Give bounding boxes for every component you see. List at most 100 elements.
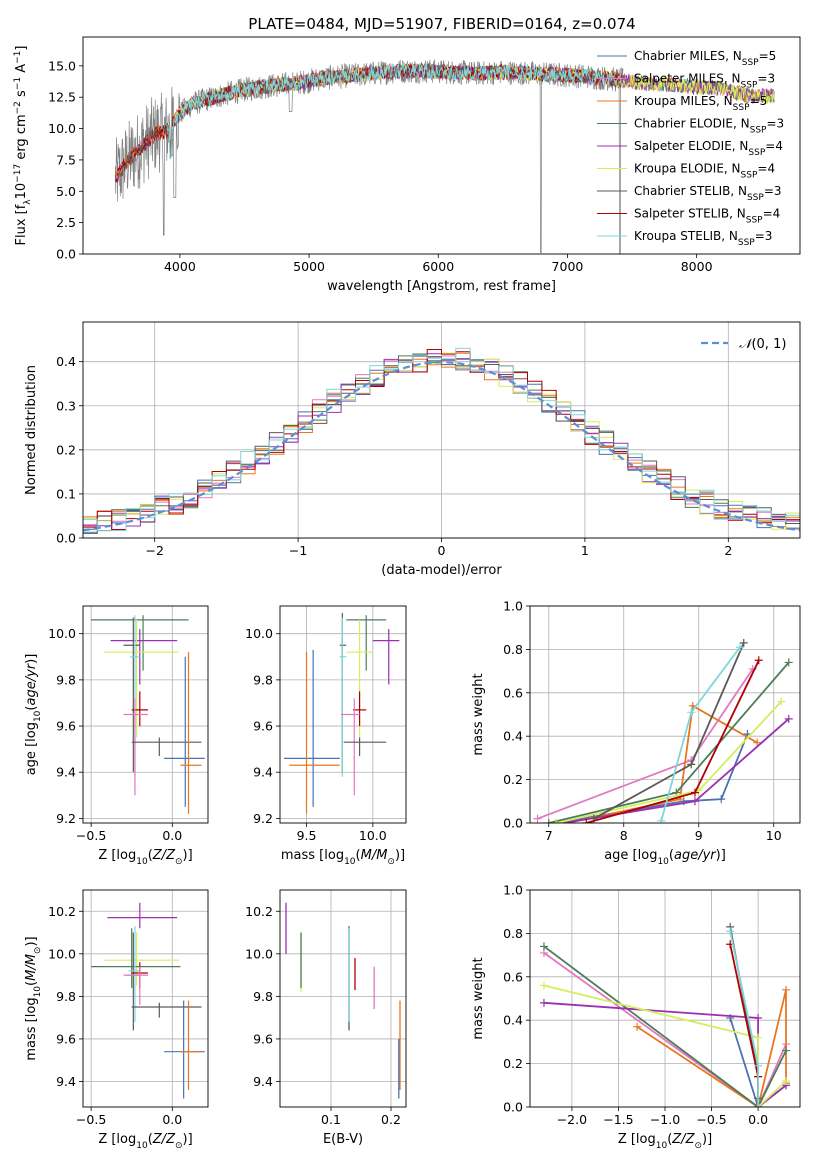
weight_vs_Z-series-salpeter_miles bbox=[543, 952, 787, 1107]
weight_vs_age-marker-kroupa_elodie bbox=[552, 819, 561, 823]
spectrum-ytick-label: 15.0 bbox=[48, 58, 76, 73]
weight_vs_Z-marker-kroupa_elodie bbox=[754, 1033, 763, 1042]
weight_vs_age-plot-area bbox=[533, 638, 793, 823]
spectrum-legend-label: Chabrier MILES, NSSP=5 bbox=[634, 49, 776, 68]
weight_vs_age-ytick-label: 0.2 bbox=[503, 772, 523, 787]
weight_vs_age-axes: 7 8 9 10 0.0 0.2 0.4 0.6 0.8 1.0 age [log10(age/yr… bbox=[471, 599, 801, 867]
spectrum-legend: Chabrier MILES, NSSP=5 Salpeter MILES, NS… bbox=[597, 49, 784, 248]
spectrum-xtick-label: 8000 bbox=[681, 259, 713, 274]
spectrum-xtick-label: 5000 bbox=[293, 259, 325, 274]
weight_vs_age-frame bbox=[529, 605, 801, 824]
weight_vs_Z-ytick-label: 0.4 bbox=[503, 1013, 523, 1028]
weight_vs_age-series-kroupa_miles bbox=[567, 704, 758, 823]
age_vs_Z-xlabel: Z [log10(Z/Z⊙)] bbox=[98, 848, 192, 867]
weight_vs_age-xtick-label: 7 bbox=[545, 828, 553, 843]
mass_vs_ebv-axes: 0.1 0.2 9.4 9.6 9.8 10.0 10.2 E(B-V) bbox=[245, 889, 407, 1147]
spectrum-ytick-label: 2.5 bbox=[56, 215, 76, 230]
weight_vs_Z-marker-kroupa_stelib bbox=[754, 1061, 763, 1070]
spectrum-plot-area bbox=[114, 59, 775, 254]
spectrum-ytick-label: 5.0 bbox=[56, 184, 76, 199]
age_vs_Z-ytick-label: 9.6 bbox=[56, 719, 76, 734]
spectrum-frame bbox=[82, 36, 801, 255]
mass_vs_Z-frame bbox=[82, 889, 209, 1108]
weight_vs_age-series-chabrier_miles bbox=[556, 733, 749, 823]
weight_vs_Z-ytick-label: 0.8 bbox=[503, 926, 523, 941]
spectrum-axes: 4000 5000 6000 7000 8000 0.0 2.5 5.0 7.5 10.0 12.5… bbox=[13, 36, 801, 294]
spectrum-ytick-label: 0.0 bbox=[56, 247, 76, 262]
weight_vs_Z-series-kroupa_miles bbox=[636, 989, 787, 1107]
residuals-xtick-label: 1 bbox=[581, 543, 589, 558]
age_vs_mass-ytick-label: 9.8 bbox=[253, 672, 273, 687]
mass_vs_ebv-xlabel: E(B-V) bbox=[323, 1132, 363, 1147]
weight_vs_age-marker-chabrier_stelib bbox=[739, 638, 748, 647]
weight_vs_age-series-salpeter_elodie bbox=[563, 718, 790, 823]
weight_vs_Z-marker-kroupa_miles bbox=[633, 1022, 642, 1031]
residuals-ylabel: Normed distribution bbox=[24, 365, 39, 495]
weight_vs_age-xtick-label: 9 bbox=[695, 828, 703, 843]
spectrum-ytick-label: 10.0 bbox=[48, 121, 76, 136]
weight_vs_age-ytick-label: 0.6 bbox=[503, 685, 523, 700]
mass_vs_ebv-xtick-label: 0.2 bbox=[381, 1112, 401, 1127]
mass_vs_Z-axes: −0.5 0.0 9.4 9.6 9.8 10.0 10.2 Z [log10(Z/Z⊙)] m… bbox=[24, 889, 209, 1151]
age_vs_Z-ytick-label: 9.2 bbox=[56, 811, 76, 826]
age_vs_mass-xtick-label: 10.0 bbox=[359, 828, 387, 843]
mass_vs_Z-xtick-label: −0.5 bbox=[76, 1112, 106, 1127]
figure-title: PLATE=0484, MJD=51907, FIBERID=0164, z=0… bbox=[248, 15, 635, 33]
residuals-xtick-label: 2 bbox=[724, 543, 732, 558]
spectrum-legend-label: Salpeter MILES, NSSP=3 bbox=[634, 72, 775, 91]
weight_vs_Z-ytick-label: 0.0 bbox=[503, 1100, 523, 1115]
age_vs_Z-frame bbox=[82, 605, 209, 824]
weight_vs_age-ytick-label: 1.0 bbox=[503, 599, 523, 614]
residuals-legend-label: 𝒩(0, 1) bbox=[739, 337, 786, 352]
weight_vs_age-series-chabrier_elodie bbox=[548, 661, 790, 823]
weight_vs_age-marker-salpeter_elodie bbox=[784, 714, 793, 723]
weight_vs_age-marker-salpeter_elodie bbox=[691, 797, 699, 806]
weight_vs_age-series-salpeter_miles bbox=[537, 668, 754, 820]
mass_vs_ebv-ytick-label: 9.6 bbox=[253, 1031, 273, 1046]
mass_vs_Z-ytick-label: 10.2 bbox=[48, 904, 76, 919]
age_vs_mass-ytick-label: 9.6 bbox=[253, 719, 273, 734]
age_vs_Z-plot-area bbox=[91, 615, 205, 814]
spectrum-ytick-label: 7.5 bbox=[56, 152, 76, 167]
weight_vs_age-marker-kroupa_stelib bbox=[736, 643, 744, 652]
weight_vs_age-ylabel: mass weight bbox=[471, 673, 486, 755]
weight_vs_age-marker-kroupa_stelib bbox=[687, 708, 696, 717]
residuals-axes: −2 −1 0 1 2 0.0 0.1 0.2 0.3 0.4 (data-model)/error… bbox=[24, 321, 801, 578]
residuals-plot-area bbox=[83, 347, 800, 538]
weight_vs_Z-marker-kroupa_stelib bbox=[726, 927, 735, 936]
residuals-ytick-label: 0.0 bbox=[56, 531, 76, 546]
weight_vs_age-ytick-label: 0.4 bbox=[503, 729, 523, 744]
residuals-xtick-label: −2 bbox=[145, 543, 163, 558]
residuals-frame bbox=[82, 321, 801, 539]
weight_vs_Z-xlabel: Z [log10(Z/Z⊙)] bbox=[618, 1132, 712, 1151]
weight_vs_age-marker-salpeter_stelib bbox=[691, 788, 699, 797]
age_vs_mass-xtick-label: 9.5 bbox=[297, 828, 317, 843]
spectrum-ytick-label: 12.5 bbox=[48, 90, 76, 105]
spectrum-xtick-label: 4000 bbox=[164, 259, 196, 274]
weight_vs_Z-xtick-label: −2.0 bbox=[557, 1112, 587, 1127]
spectrum-legend-label: Kroupa MILES, NSSP=5 bbox=[634, 94, 767, 113]
weight_vs_Z-ytick-label: 1.0 bbox=[503, 883, 523, 898]
weight_vs_Z-marker-kroupa_elodie bbox=[782, 1076, 791, 1085]
weight_vs_Z-marker-kroupa_stelib bbox=[754, 1103, 763, 1107]
age_vs_Z-xtick-label: −0.5 bbox=[76, 828, 106, 843]
weight_vs_Z-xtick-label: −1.5 bbox=[603, 1112, 633, 1127]
weight_vs_Z-xtick-label: 0.0 bbox=[748, 1112, 768, 1127]
residuals-legend: 𝒩(0, 1) bbox=[701, 337, 786, 352]
spectrum-xtick-label: 6000 bbox=[422, 259, 454, 274]
spectrum-legend-label: Kroupa ELODIE, NSSP=4 bbox=[634, 162, 775, 181]
mass_vs_ebv-ytick-label: 9.4 bbox=[253, 1074, 273, 1089]
age_vs_Z-ytick-label: 10.0 bbox=[48, 626, 76, 641]
age_vs_mass-ytick-label: 9.4 bbox=[253, 765, 273, 780]
weight_vs_age-marker-kroupa_stelib bbox=[657, 816, 666, 823]
spectrum-xlabel: wavelength [Angstrom, rest frame] bbox=[327, 279, 556, 294]
mass_vs_Z-xtick-label: 0.0 bbox=[162, 1112, 182, 1127]
age_vs_Z-ylabel: age [log10(age/yr)] bbox=[24, 654, 43, 776]
weight_vs_age-series-salpeter_stelib bbox=[586, 659, 760, 823]
mass_vs_Z-ylabel: mass [log10(M/M⊙)] bbox=[24, 936, 43, 1060]
weight_vs_age-xtick-label: 8 bbox=[620, 828, 628, 843]
residuals-ytick-label: 0.4 bbox=[56, 354, 76, 369]
mass_vs_Z-ytick-label: 9.4 bbox=[56, 1074, 76, 1089]
age_vs_mass-axes: 9.5 10.0 9.2 9.4 9.6 9.8 10.0 mass [log10(M/M⊙)… bbox=[245, 605, 407, 867]
